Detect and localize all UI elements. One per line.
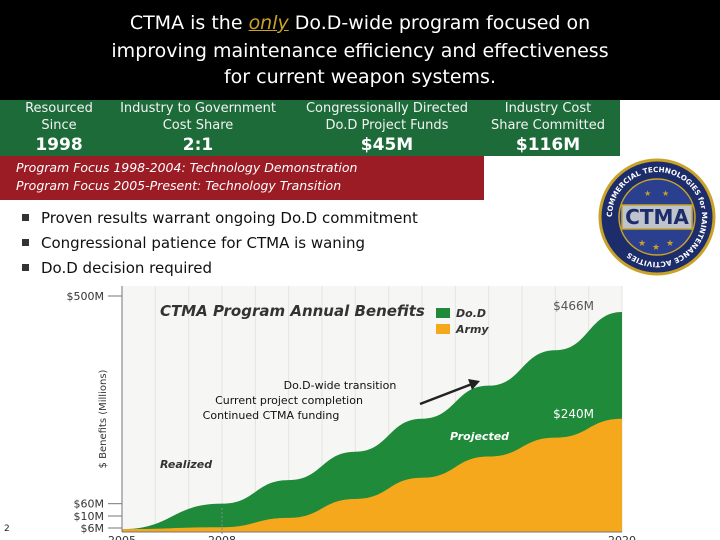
x-tick-label: 2005 [108, 534, 136, 540]
headline-banner: CTMA is the only Do.D-wide program focus… [0, 0, 720, 100]
legend-label-dod: Do.D [456, 307, 486, 320]
headline-text: Do.D-wide program focused on [288, 12, 591, 34]
stat-project-funds: Congressionally Directed Do.D Project Fu… [294, 100, 480, 156]
stat-value: $45M [360, 135, 414, 155]
star-icon: ★ [652, 243, 660, 253]
headline-line-3: for current weapon systems. [223, 66, 496, 88]
annotation-line: Current project completion [215, 394, 363, 407]
region-label-projected: Projected [450, 430, 509, 443]
stat-cost-share: Industry to Government Cost Share 2:1 [110, 100, 286, 156]
stat-resourced: Resourced Since 1998 [14, 100, 104, 156]
y-tick-label: $500M [67, 290, 105, 303]
star-icon: ★ [666, 239, 674, 249]
stat-label: Industry Cost [504, 101, 592, 116]
y-tick-label: $60M [74, 498, 105, 511]
y-tick-label: $6M [81, 522, 105, 535]
bullet-square-icon [22, 214, 29, 221]
bullet-list: Proven results warrant ongoing Do.D comm… [22, 206, 418, 281]
bullet-square-icon [22, 239, 29, 246]
legend: Do.D Army [436, 307, 489, 336]
program-focus-bar: Program Focus 1998-2004: Technology Demo… [0, 156, 484, 200]
stat-label: Congressionally Directed [305, 101, 469, 116]
star-icon: ★ [638, 239, 646, 249]
legend-label-army: Army [455, 323, 489, 336]
stat-label: Share Committed [490, 118, 606, 133]
stat-label: Since [41, 118, 77, 133]
star-icon: ★ [644, 189, 651, 198]
program-focus-line: Program Focus 2005-Present: Technology T… [16, 178, 342, 193]
annotation-line: Do.D-wide transition [284, 379, 397, 392]
bullet-item: Proven results warrant ongoing Do.D comm… [22, 206, 418, 231]
region-label-realized: Realized [160, 458, 212, 471]
stat-value: 1998 [35, 135, 83, 155]
headline-text: CTMA is the [129, 12, 249, 34]
bullet-item: Congressional patience for CTMA is wanin… [22, 231, 418, 256]
bullet-text: Proven results warrant ongoing Do.D comm… [41, 209, 418, 227]
end-value-label-army: $240M [553, 407, 594, 421]
headline-emphasis: only [248, 12, 289, 34]
page-number: 2 [4, 524, 10, 534]
stat-label: Industry to Government [120, 101, 276, 116]
stats-bar: Resourced Since 1998 Industry to Governm… [0, 100, 620, 156]
headline-line-1: CTMA is the only Do.D-wide program focus… [0, 12, 720, 34]
bullet-item: Do.D decision required [22, 256, 418, 281]
y-tick-label: $10M [74, 510, 105, 523]
x-tick-label: 2008 [208, 534, 236, 540]
end-value-label-dod: $466M [553, 299, 594, 313]
transition-arrow-icon [419, 382, 473, 406]
stat-label: Cost Share [162, 118, 234, 133]
stat-industry-share: Industry Cost Share Committed $116M [484, 100, 612, 156]
benefits-chart: $500M $60M$10M$6M 2005 2008 2020 $ Benefits… [67, 286, 636, 540]
legend-swatch-dod [436, 308, 450, 318]
stat-label: Do.D Project Funds [325, 118, 449, 133]
x-tick-labels: 2005 2008 2020 [108, 534, 636, 540]
legend-swatch-army [436, 324, 450, 334]
headline-line-2: improving maintenance efficiency and eff… [111, 40, 609, 62]
stat-value: 2:1 [182, 135, 214, 155]
chart-title: CTMA Program Annual Benefits [160, 302, 425, 320]
star-icon: ★ [662, 189, 669, 198]
seal-title: CTMA [625, 205, 689, 229]
ctma-seal-logo: COMMERCIAL TECHNOLOGIES for MAINTENANCE … [598, 158, 716, 276]
bullet-text: Congressional patience for CTMA is wanin… [41, 234, 366, 252]
program-focus-line: Program Focus 1998-2004: Technology Demo… [16, 160, 358, 175]
series-area-army [122, 418, 622, 532]
bullet-text: Do.D decision required [41, 259, 212, 277]
arrow-head-icon [468, 379, 480, 390]
stat-label: Resourced [25, 101, 93, 116]
x-tick-label: 2020 [608, 534, 636, 540]
y-tick-labels: $500M $60M$10M$6M [67, 290, 122, 535]
bullet-square-icon [22, 264, 29, 271]
stat-value: $116M [515, 135, 581, 155]
annotation-line: Continued CTMA funding [203, 409, 340, 422]
y-axis-label: $ Benefits (Millions) [98, 369, 109, 468]
